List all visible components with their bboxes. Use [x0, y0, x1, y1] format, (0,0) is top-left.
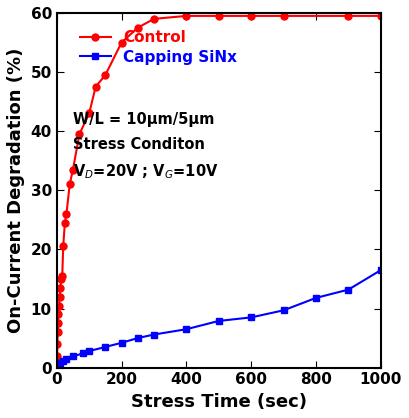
Capping SiNx — [249, 315, 254, 320]
Legend: Control, Capping SiNx: Control, Capping SiNx — [74, 24, 243, 71]
Control — [119, 40, 124, 45]
Control — [184, 13, 189, 18]
Control — [56, 303, 61, 308]
Capping SiNx — [80, 351, 85, 356]
Capping SiNx — [64, 357, 69, 362]
Capping SiNx — [216, 319, 221, 324]
Capping SiNx — [314, 296, 319, 301]
Text: W/L = 10μm/5μm: W/L = 10μm/5μm — [73, 112, 214, 127]
Control — [77, 132, 82, 137]
Control — [103, 72, 108, 77]
Text: Stress Conditon: Stress Conditon — [73, 137, 205, 152]
Control — [55, 330, 60, 335]
Capping SiNx — [346, 287, 351, 292]
Control — [61, 244, 66, 249]
Capping SiNx — [87, 349, 92, 354]
Control — [378, 13, 383, 18]
Control — [56, 312, 61, 317]
Control — [346, 13, 351, 18]
Control — [249, 13, 254, 18]
Y-axis label: On-Current Degradation (%): On-Current Degradation (%) — [7, 48, 25, 333]
Control — [60, 273, 65, 278]
Control — [58, 285, 63, 291]
Capping SiNx — [135, 336, 140, 341]
Control — [67, 182, 72, 187]
Capping SiNx — [119, 340, 124, 345]
Text: V$_D$=20V ; V$_G$=10V: V$_D$=20V ; V$_G$=10V — [73, 162, 218, 181]
Control — [64, 212, 69, 217]
Control — [55, 342, 60, 347]
Control — [59, 276, 64, 281]
Capping SiNx — [70, 354, 75, 359]
Capping SiNx — [378, 268, 383, 273]
Capping SiNx — [61, 359, 66, 364]
Control — [281, 13, 286, 18]
Control — [70, 167, 75, 172]
Capping SiNx — [103, 344, 108, 349]
Control — [216, 13, 221, 18]
Capping SiNx — [58, 360, 63, 365]
X-axis label: Stress Time (sec): Stress Time (sec) — [131, 393, 307, 411]
Capping SiNx — [56, 362, 61, 367]
Capping SiNx — [281, 308, 286, 313]
Capping SiNx — [151, 332, 156, 337]
Control — [55, 353, 60, 358]
Control — [93, 84, 98, 89]
Control — [63, 220, 67, 225]
Capping SiNx — [184, 327, 189, 332]
Control — [135, 25, 140, 30]
Control — [56, 321, 61, 326]
Control — [151, 16, 156, 21]
Control — [87, 111, 92, 116]
Control — [57, 294, 62, 299]
Line: Control: Control — [54, 13, 384, 359]
Capping SiNx — [55, 364, 60, 370]
Line: Capping SiNx: Capping SiNx — [54, 267, 384, 370]
